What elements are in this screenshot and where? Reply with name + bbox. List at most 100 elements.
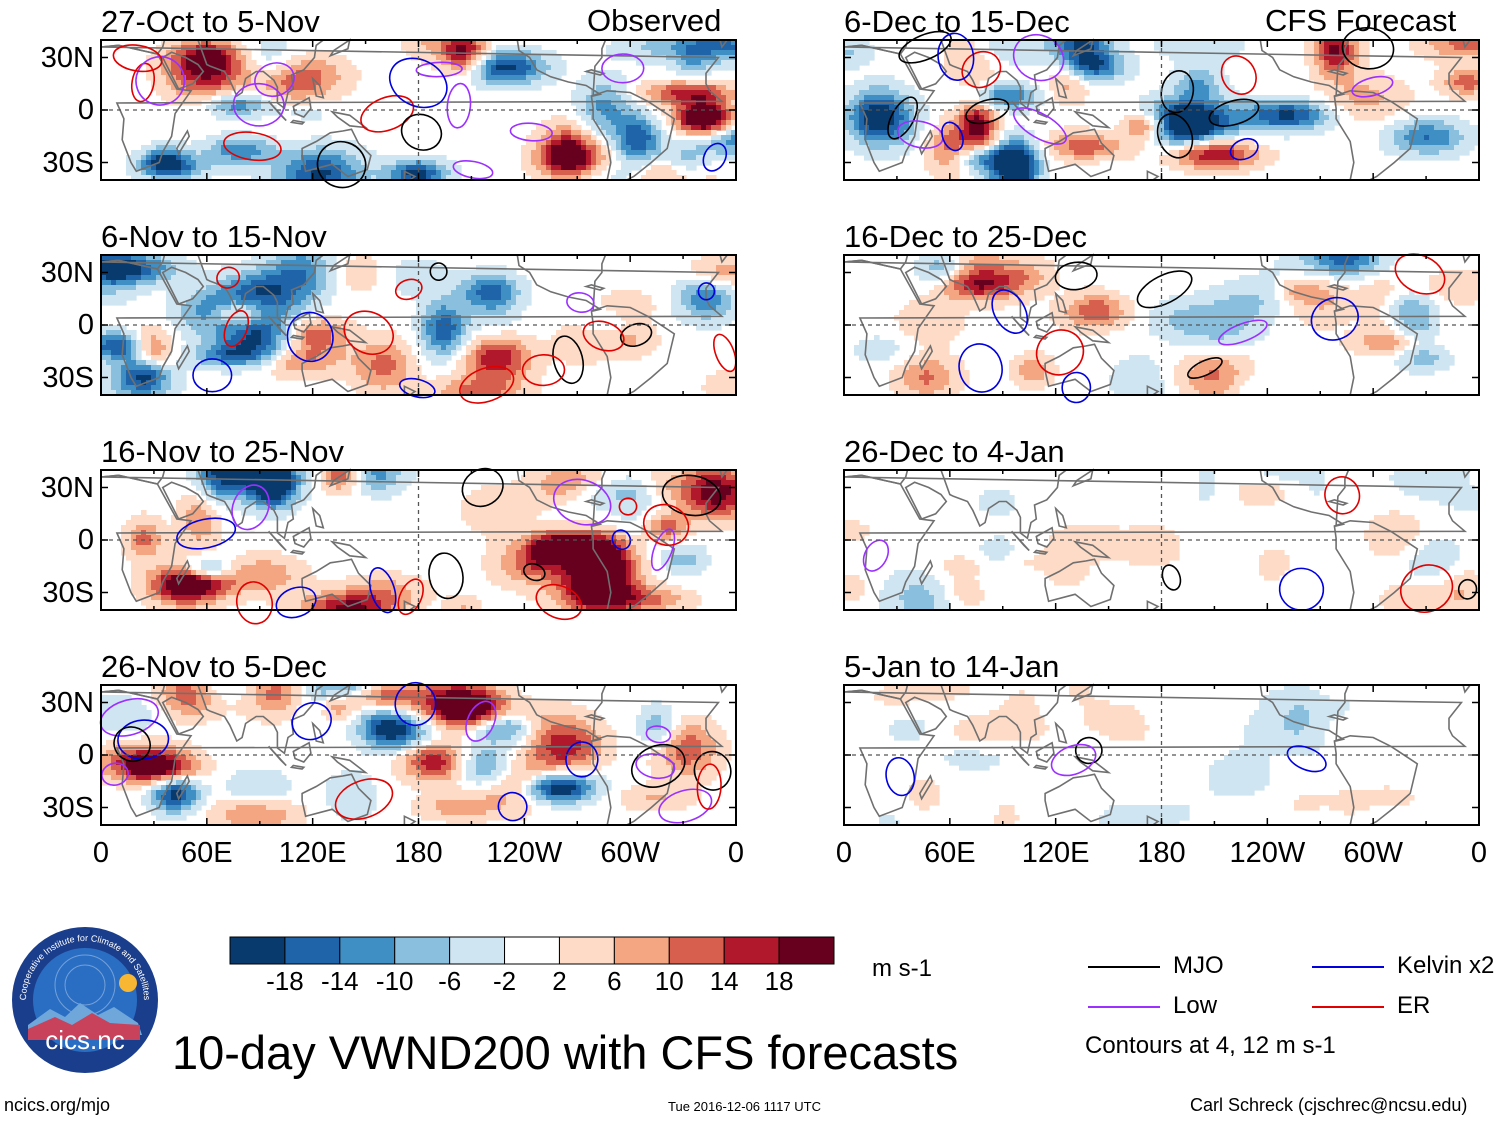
colorbar-swatch (339, 936, 396, 965)
map-panel (100, 253, 737, 404)
x-tick-label: 0 (1470, 837, 1488, 869)
panel-title: 6-Dec to 15-Dec (844, 4, 1070, 39)
colorbar-swatch (558, 936, 615, 965)
y-tick-label: 30S (42, 791, 94, 824)
colorbar-swatch (668, 936, 725, 965)
coastlines (100, 683, 729, 826)
x-tick-label: 120W (486, 837, 563, 869)
map-panel (843, 468, 1480, 613)
y-tick-label: 30N (40, 41, 94, 74)
tick-marks (100, 255, 737, 395)
coastlines (843, 468, 1472, 611)
colorbar-tick-label: -18 (266, 966, 304, 996)
legend-swatch (1088, 966, 1160, 968)
panel-title: 26-Dec to 4-Jan (844, 434, 1065, 469)
wave-contours (885, 736, 1327, 797)
legend-swatch (1312, 1006, 1384, 1008)
colorbar-swatch (394, 936, 451, 965)
y-tick-label: 30S (42, 361, 94, 394)
x-tick-label: 0 (92, 837, 110, 869)
legend-swatch (1312, 966, 1384, 968)
legend-label: Kelvin x2 (1397, 952, 1495, 979)
wave-contours (112, 44, 728, 189)
colorbar-tick-label: 10 (654, 966, 684, 996)
panel-title: 6-Nov to 15-Nov (101, 219, 327, 254)
observed-column-label: Observed (587, 3, 722, 38)
x-tick-label: 60E (181, 837, 233, 869)
tick-marks (843, 470, 1480, 610)
y-tick-label: 0 (77, 309, 94, 341)
x-tick-label: 120E (278, 837, 347, 869)
x-tick-label: 120W (1229, 837, 1306, 869)
coastlines (100, 38, 729, 181)
colorbar-swatch (723, 936, 780, 965)
y-tick-label: 30S (42, 146, 94, 179)
x-tick-label: 120E (1021, 837, 1090, 869)
cics-logo: cics.nc Cooperative Institute for Climat… (12, 927, 158, 1073)
anomaly-field (844, 470, 1480, 611)
colorbar-tick-label: 6 (607, 966, 622, 996)
map-panel (100, 467, 737, 625)
tick-marks (100, 470, 737, 610)
y-tick-label: 0 (77, 94, 94, 126)
y-tick-label: 30N (40, 686, 94, 719)
colorbar-swatch (284, 936, 341, 965)
legend-label: Low (1173, 992, 1218, 1019)
map-panel (100, 38, 737, 189)
colorbar-tick-label: 2 (552, 966, 567, 996)
legend-label: MJO (1173, 952, 1224, 979)
x-tick-label: 0 (835, 837, 853, 869)
tick-marks (843, 40, 1480, 180)
x-tick-label: 60W (600, 837, 660, 869)
coastlines (843, 253, 1472, 396)
map-panel (99, 681, 737, 826)
colorbar-tick-label: -6 (438, 966, 462, 996)
colorbar (229, 936, 835, 965)
timestamp: Tue 2016-12-06 1117 UTC (668, 1099, 821, 1114)
anomaly-field (844, 40, 1480, 181)
anomaly-field (121, 470, 737, 611)
forecast-column-label: CFS Forecast (1265, 3, 1457, 38)
y-tick-label: 30S (42, 576, 94, 609)
colorbar-swatch (613, 936, 670, 965)
colorbar-swatch (449, 936, 506, 965)
wave-contours (887, 27, 1395, 161)
y-tick-label: 0 (77, 739, 94, 771)
colorbar-tick-label: -2 (492, 966, 517, 996)
colorbar-tick-label: 18 (764, 966, 794, 996)
site-url[interactable]: ncics.org/mjo (4, 1095, 111, 1115)
panel-title: 5-Jan to 14-Jan (844, 649, 1060, 684)
coastlines (100, 468, 729, 611)
anomaly-field (874, 685, 1415, 826)
x-tick-label: 0 (727, 837, 745, 869)
figure-title: 10-day VWND200 with CFS forecasts (172, 1026, 959, 1079)
tick-marks (843, 685, 1480, 825)
x-tick-label: 180 (1137, 837, 1186, 869)
colorbar-swatch (504, 936, 560, 965)
map-panel (843, 683, 1480, 826)
legend-label: ER (1397, 992, 1431, 1019)
panel-title: 16-Nov to 25-Nov (101, 434, 344, 469)
panel-title: 16-Dec to 25-Dec (844, 219, 1087, 254)
colorbar-tick-label: 14 (709, 966, 739, 996)
tick-marks (843, 255, 1480, 395)
colorbar-swatch (778, 936, 835, 965)
legend-swatch (1088, 1006, 1160, 1008)
wave-contours (176, 467, 722, 625)
colorbar-swatch (229, 936, 286, 965)
colorbar-tick-label: -10 (375, 966, 414, 996)
y-tick-label: 0 (77, 524, 94, 556)
y-tick-label: 30N (40, 256, 94, 289)
tick-marks (100, 40, 737, 180)
wave-contours (958, 253, 1446, 404)
x-tick-label: 60E (924, 837, 976, 869)
tick-marks (100, 685, 737, 825)
panel-title: 27-Oct to 5-Nov (101, 4, 320, 39)
panel-title: 26-Nov to 5-Dec (101, 649, 327, 684)
x-tick-label: 60W (1343, 837, 1403, 869)
colorbar-tick-label: -14 (321, 966, 359, 996)
map-panel (843, 27, 1480, 181)
anomaly-field (126, 40, 737, 181)
contour-note: Contours at 4, 12 m s-1 (1085, 1032, 1336, 1059)
logo-wordmark: cics.nc (45, 1025, 124, 1055)
